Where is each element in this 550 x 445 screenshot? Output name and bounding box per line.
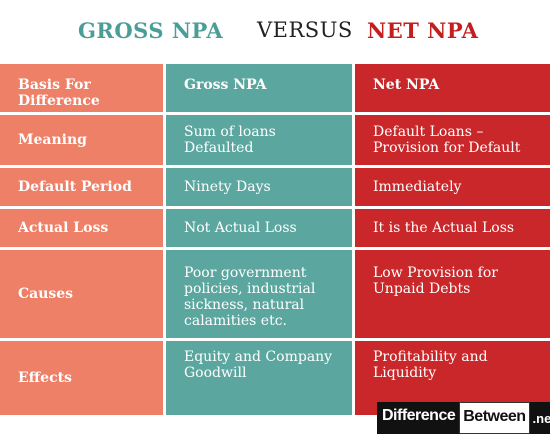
row-label-actual-loss: Actual Loss: [0, 209, 163, 247]
table-header-row: Basis For Difference Gross NPA Net NPA: [0, 64, 550, 112]
table-row: Meaning Sum of loans Defaulted Default L…: [0, 115, 550, 165]
comparison-title: GROSS NPA VERSUS NET NPA: [0, 18, 550, 50]
comparison-table: Basis For Difference Gross NPA Net NPA M…: [0, 64, 550, 418]
row-label-default-period: Default Period: [0, 168, 163, 206]
table-row: Actual Loss Not Actual Loss It is the Ac…: [0, 209, 550, 247]
gross-npa-meaning: Sum of loans Defaulted: [166, 115, 352, 165]
difference-between-watermark: Difference Between .net: [377, 402, 550, 434]
watermark-part-net: .net: [529, 402, 550, 434]
watermark-part-between: Between: [459, 402, 530, 434]
header-gross-npa: Gross NPA: [166, 64, 352, 112]
net-npa-actual-loss: It is the Actual Loss: [355, 209, 550, 247]
header-basis: Basis For Difference: [0, 64, 163, 112]
title-gross-npa: GROSS NPA: [78, 18, 224, 43]
net-npa-default-period: Immediately: [355, 168, 550, 206]
row-label-causes: Causes: [0, 250, 163, 338]
title-net-npa: NET NPA: [367, 18, 479, 43]
row-label-meaning: Meaning: [0, 115, 163, 165]
gross-npa-actual-loss: Not Actual Loss: [166, 209, 352, 247]
net-npa-meaning: Default Loans – Provision for Default: [355, 115, 550, 165]
title-versus: VERSUS: [257, 18, 353, 42]
header-net-npa: Net NPA: [355, 64, 550, 112]
table-row: Default Period Ninety Days Immediately: [0, 168, 550, 206]
net-npa-causes: Low Provision for Unpaid Debts: [355, 250, 550, 338]
table-row: Causes Poor government policies, industr…: [0, 250, 550, 338]
gross-npa-effects: Equity and Company Goodwill: [166, 341, 352, 415]
row-label-effects: Effects: [0, 341, 163, 415]
gross-npa-default-period: Ninety Days: [166, 168, 352, 206]
gross-npa-causes: Poor government policies, industrial sic…: [166, 250, 352, 338]
watermark-part-difference: Difference: [377, 402, 460, 434]
